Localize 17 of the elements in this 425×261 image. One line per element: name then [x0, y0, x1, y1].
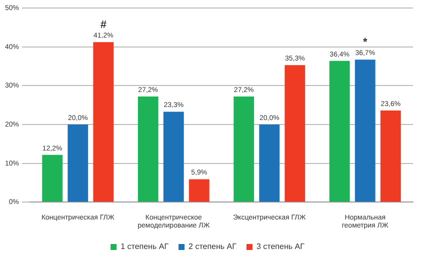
bar: [234, 96, 254, 202]
bar: [68, 124, 88, 202]
legend-label: 2 степень АГ: [188, 242, 238, 252]
bar: [188, 179, 210, 202]
bar: [329, 60, 350, 202]
bar: [284, 65, 306, 202]
bar: [163, 112, 184, 202]
bar: [380, 110, 401, 202]
annotation: #: [100, 19, 106, 32]
bar: [42, 154, 63, 202]
annotation: *: [362, 36, 368, 49]
bar: [138, 96, 158, 202]
legend-label: 1 степень АГ: [120, 242, 170, 252]
bar: [354, 60, 376, 202]
bar: [259, 124, 280, 202]
bar: [93, 42, 114, 202]
legend-label: 3 степень АГ: [256, 242, 306, 252]
